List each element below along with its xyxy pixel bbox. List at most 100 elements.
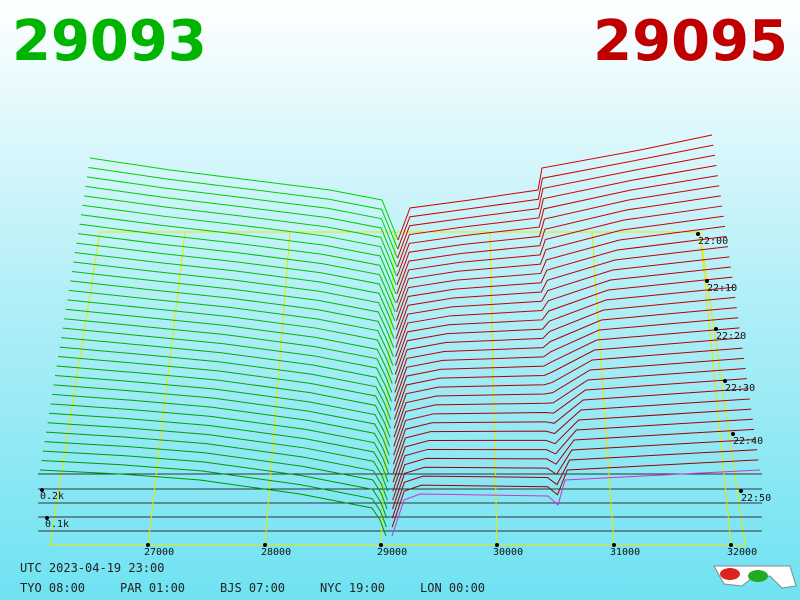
bid-depth-curve: [83, 195, 398, 277]
ask-depth-curve: [395, 246, 729, 339]
bid-depth-curve: [77, 233, 396, 312]
ask-depth-curve: [395, 266, 731, 357]
timezone-label: PAR 01:00: [120, 581, 185, 595]
time-label: 22:00: [698, 236, 728, 247]
ask-depth-curve: [396, 185, 720, 286]
timezone-label: LON 00:00: [420, 581, 485, 595]
bid-depth-curve: [58, 356, 391, 429]
ask-depth-curve: [391, 459, 759, 528]
time-tick: [696, 232, 700, 236]
bid-depth-curve: [71, 270, 395, 348]
utc-time: UTC 2023-04-19 23:00: [20, 561, 165, 575]
bid-depth-curve: [68, 289, 394, 366]
bid-depth-curve: [50, 403, 390, 474]
ask-depth-curve: [395, 256, 730, 348]
ask-depth-curve: [397, 144, 714, 250]
ask-depth-curve: [392, 439, 756, 510]
timezone-label: TYO 08:00: [20, 581, 85, 595]
price-tick: [729, 543, 733, 547]
price-label: 29000: [377, 547, 407, 558]
volume-tick: [40, 488, 44, 492]
price-tick: [495, 543, 499, 547]
time-tick: [731, 432, 735, 436]
price-tick: [612, 543, 616, 547]
price-label: 30000: [493, 547, 523, 558]
bid-price: 29093: [12, 9, 207, 74]
bid-depth-curve: [59, 346, 392, 420]
bid-depth-curve: [76, 242, 396, 321]
ask-depth-curve: [397, 154, 716, 259]
bid-depth-curve: [52, 393, 390, 465]
timezone-label: NYC 19:00: [320, 581, 385, 595]
ask-depth-curve: [397, 134, 713, 241]
ask-depth-curve: [396, 195, 721, 294]
price-label: 27000: [144, 547, 174, 558]
bid-depth-curve: [41, 460, 387, 528]
volume-label: 0.2k: [40, 491, 64, 502]
price-tick: [379, 543, 383, 547]
time-label: 22:10: [707, 283, 737, 294]
ask-depth-curve: [395, 236, 727, 330]
bid-depth-curve: [73, 261, 395, 339]
time-label: 22:40: [733, 436, 763, 447]
bid-depth-curve: [46, 431, 388, 501]
price-label: 32000: [727, 547, 757, 558]
bid-depth-curve: [74, 252, 395, 330]
ask-depth-curve: [393, 367, 746, 447]
price-grid-line: [489, 231, 498, 546]
bid-depth-curve: [88, 166, 399, 250]
ask-depth-curve: [393, 357, 745, 438]
bid-depth-curve: [67, 299, 394, 375]
bid-depth-curve: [62, 327, 392, 402]
ask-depth-curve: [391, 469, 761, 537]
ask-depth-curve: [396, 205, 723, 303]
ask-depth-curve: [392, 408, 752, 483]
bid-depth-curve: [82, 204, 397, 286]
bid-depth-curve: [44, 441, 388, 510]
ask-depth-curve: [392, 388, 749, 465]
bid-depth-curve: [80, 214, 397, 295]
volume-label: 0.1k: [45, 519, 69, 530]
time-tick: [723, 379, 727, 383]
time-label: 22:20: [716, 331, 746, 342]
bid-depth-curve: [65, 308, 393, 384]
time-label: 22:30: [725, 383, 755, 394]
floor-grid: [38, 231, 762, 546]
bid-depth-curve: [53, 384, 390, 456]
price-tick: [263, 543, 267, 547]
ask-depth-curve: [392, 418, 753, 492]
depth-curves: [39, 134, 761, 537]
ask-depth-curve: [393, 337, 742, 420]
price-label: 31000: [610, 547, 640, 558]
bid-depth-curve: [86, 176, 398, 259]
time-tick: [714, 327, 718, 331]
bid-depth-curve: [70, 280, 394, 357]
ask-depth-curve: [396, 175, 718, 277]
ask-depth-curve: [396, 215, 724, 312]
bid-depth-curve: [64, 318, 393, 393]
bid-depth-curve: [56, 365, 391, 438]
ask-depth-curve: [394, 307, 737, 393]
ask-depth-curve: [392, 398, 750, 474]
ask-depth-curve: [394, 317, 739, 402]
bid-depth-curve: [47, 422, 389, 492]
bid-depth-curve: [85, 185, 398, 268]
price-tick: [146, 543, 150, 547]
axis-labels: 27000 28000 29000 30000 31000 32000 0.2k 0.1k 22…: [40, 232, 771, 558]
ask-depth-curve: [394, 327, 740, 411]
ask-price: 29095: [593, 9, 788, 74]
ask-depth-curve: [396, 164, 717, 268]
price-grid-line: [147, 231, 186, 546]
bid-depth-curve: [89, 157, 399, 241]
3d-glasses-icon: [713, 565, 797, 589]
ask-depth-curve: [392, 428, 755, 501]
ask-depth-curve: [391, 449, 758, 519]
price-label: 28000: [261, 547, 291, 558]
ask-depth-curve: [394, 276, 733, 366]
bid-depth-curve: [79, 223, 396, 303]
price-grid-line: [699, 231, 732, 546]
bid-depth-curve: [49, 412, 389, 483]
timezone-label: BJS 07:00: [220, 581, 285, 595]
